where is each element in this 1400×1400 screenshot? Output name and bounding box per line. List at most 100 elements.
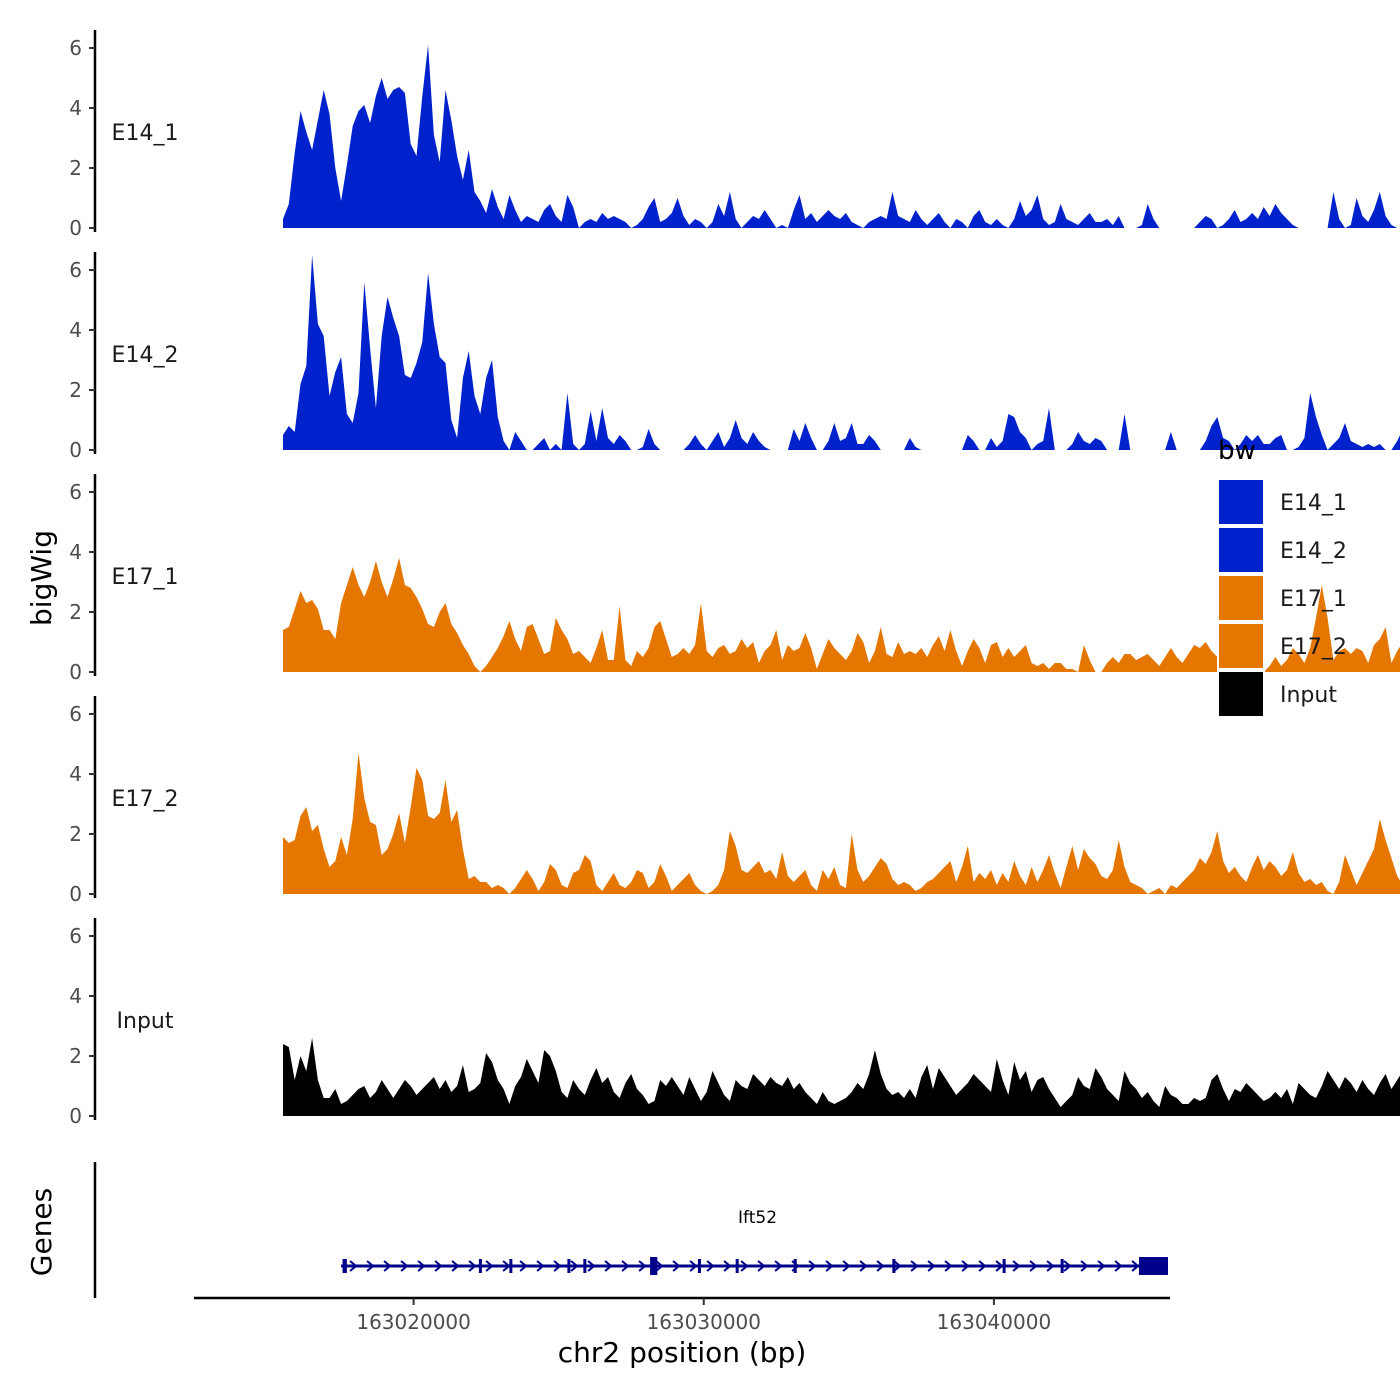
gene-model: Ift52 xyxy=(341,1208,1168,1275)
strand-arrow xyxy=(1097,1260,1106,1272)
exon xyxy=(567,1259,571,1273)
strand-arrow xyxy=(468,1260,477,1272)
y-tick-label: 4 xyxy=(69,762,82,786)
strand-arrow xyxy=(927,1260,936,1272)
strand-arrow xyxy=(910,1260,919,1272)
legend-title: bw xyxy=(1218,436,1256,466)
y-tick-label: 4 xyxy=(69,984,82,1008)
legend-swatch xyxy=(1217,574,1265,622)
exon xyxy=(735,1259,739,1273)
coverage-area-input xyxy=(283,1038,1400,1116)
strand-arrow xyxy=(740,1260,749,1272)
legend-swatch xyxy=(1217,478,1265,526)
legend-label: E17_1 xyxy=(1280,587,1347,612)
track-e14-1: 0 2 4 6 E14_1 xyxy=(69,30,1400,240)
strand-arrow xyxy=(1063,1260,1072,1272)
strand-arrow xyxy=(519,1260,528,1272)
strand-arrow xyxy=(621,1260,630,1272)
strand-arrow xyxy=(995,1260,1004,1272)
track-label: E14_2 xyxy=(112,343,179,368)
coverage-area-e17-2 xyxy=(283,753,1400,894)
strand-arrow xyxy=(1012,1260,1021,1272)
y-tick-label: 4 xyxy=(69,96,82,120)
exon xyxy=(509,1259,513,1273)
strand-arrow xyxy=(536,1260,545,1272)
strand-arrow xyxy=(706,1260,715,1272)
exon xyxy=(1060,1259,1064,1273)
y-tick-label: 6 xyxy=(69,258,82,282)
y-tick-label: 6 xyxy=(69,480,82,504)
track-label: E17_1 xyxy=(112,565,179,590)
y-tick-label: 2 xyxy=(69,600,82,624)
strand-arrow xyxy=(349,1260,358,1272)
strand-arrow xyxy=(553,1260,562,1272)
strand-arrow xyxy=(757,1260,766,1272)
track-e17-1: 0 2 4 6 E17_1 xyxy=(69,474,1400,684)
x-tick-label: 163020000 xyxy=(356,1310,471,1334)
coverage-area-e17-1 xyxy=(283,558,1400,672)
strand-arrow xyxy=(774,1260,783,1272)
exon xyxy=(892,1259,896,1273)
coverage-area-e14-1 xyxy=(283,45,1400,228)
track-input: 0 2 4 6 Input xyxy=(69,918,1400,1128)
strand-arrow xyxy=(893,1260,902,1272)
strand-arrow xyxy=(1046,1260,1055,1272)
y-tick-label: 4 xyxy=(69,540,82,564)
tracks-layer: 0 2 4 6 E14_1 0 2 4 6 E14_2 0 2 4 6 E17_1 0 2 4 6 E17_2 0 2 4 6… xyxy=(69,30,1400,1128)
strand-arrow xyxy=(876,1260,885,1272)
strand-arrow xyxy=(723,1260,732,1272)
exon xyxy=(697,1259,701,1273)
strand-arrow xyxy=(383,1260,392,1272)
strand-arrow xyxy=(1029,1260,1038,1272)
strand-arrow xyxy=(417,1260,426,1272)
exon xyxy=(1138,1257,1168,1275)
legend-label: Input xyxy=(1280,683,1337,708)
track-label: Input xyxy=(117,1009,174,1034)
strand-arrow xyxy=(1114,1260,1123,1272)
track-label: E17_2 xyxy=(112,787,179,812)
y-tick-label: 6 xyxy=(69,924,82,948)
strand-arrow xyxy=(485,1260,494,1272)
track-e17-2: 0 2 4 6 E17_2 xyxy=(69,696,1400,906)
strand-arrow xyxy=(978,1260,987,1272)
strand-arrow xyxy=(808,1260,817,1272)
coverage-area-e14-2 xyxy=(283,255,1400,450)
legend-swatch xyxy=(1217,526,1265,574)
strand-arrow xyxy=(451,1260,460,1272)
y-tick-label: 0 xyxy=(69,216,82,240)
y-tick-label: 0 xyxy=(69,882,82,906)
strand-arrow xyxy=(638,1260,647,1272)
exon xyxy=(793,1259,797,1273)
legend: bw E14_1 E14_2 E17_1 E17_2 Input xyxy=(1217,436,1347,718)
exon xyxy=(1002,1259,1006,1273)
gene-label: Ift52 xyxy=(738,1208,777,1228)
strand-arrow xyxy=(434,1260,443,1272)
strand-arrow xyxy=(672,1260,681,1272)
genes-axis-title: Genes xyxy=(25,1188,58,1276)
y-tick-label: 2 xyxy=(69,156,82,180)
x-tick-label: 163030000 xyxy=(646,1310,761,1334)
strand-arrow xyxy=(842,1260,851,1272)
y-tick-label: 0 xyxy=(69,438,82,462)
x-axis-title: chr2 position (bp) xyxy=(558,1336,807,1369)
y-tick-label: 6 xyxy=(69,36,82,60)
strand-arrow xyxy=(604,1260,613,1272)
x-axis: chr2 position (bp) 163020000 163030000 163… xyxy=(194,1296,1170,1369)
y-tick-label: 4 xyxy=(69,318,82,342)
strand-arrow xyxy=(400,1260,409,1272)
legend-label: E14_2 xyxy=(1280,539,1347,564)
strand-arrow xyxy=(961,1260,970,1272)
legend-label: E14_1 xyxy=(1280,491,1347,516)
exon xyxy=(583,1259,587,1273)
strand-arrow xyxy=(825,1260,834,1272)
exon xyxy=(478,1259,482,1273)
strand-arrow xyxy=(502,1260,511,1272)
track-e14-2: 0 2 4 6 E14_2 xyxy=(69,252,1400,462)
y-tick-label: 2 xyxy=(69,822,82,846)
track-label: E14_1 xyxy=(112,121,179,146)
legend-swatch xyxy=(1217,622,1265,670)
y-tick-label: 2 xyxy=(69,378,82,402)
strand-arrow xyxy=(689,1260,698,1272)
y-axis-title: bigWig xyxy=(25,530,58,626)
